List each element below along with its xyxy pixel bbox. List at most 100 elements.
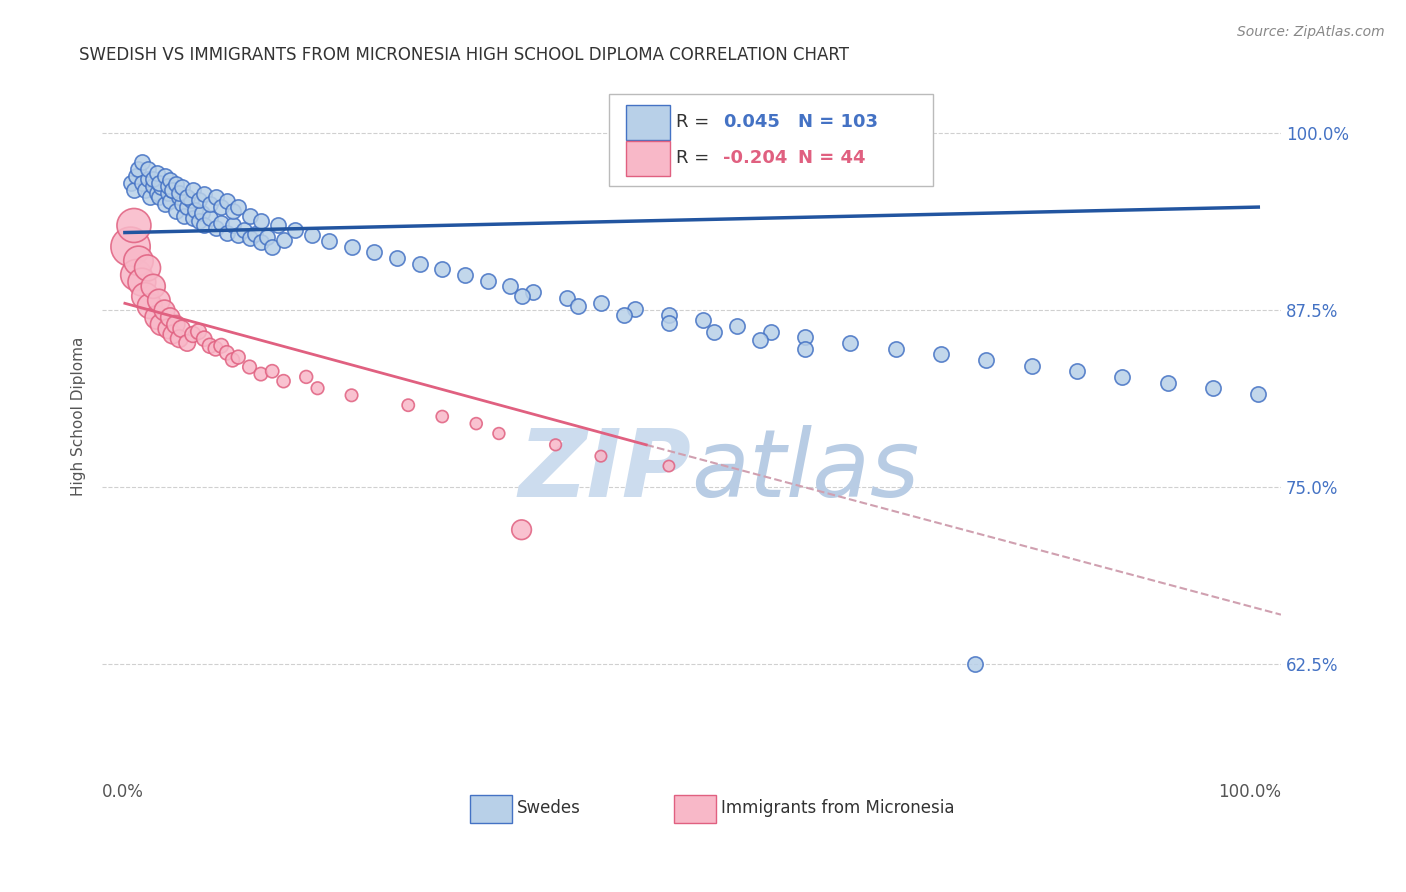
Point	[408, 257, 430, 271]
Text: R =: R =	[676, 149, 710, 168]
Point	[256, 229, 278, 244]
Point	[658, 316, 681, 330]
Point	[148, 293, 170, 308]
Text: Source: ZipAtlas.com: Source: ZipAtlas.com	[1237, 25, 1385, 39]
Point	[340, 240, 363, 254]
Point	[165, 178, 187, 192]
Point	[170, 180, 193, 194]
Point	[170, 322, 193, 336]
Point	[136, 161, 159, 176]
Point	[169, 186, 191, 200]
Point	[1111, 370, 1133, 384]
Point	[432, 262, 454, 277]
Point	[176, 200, 198, 214]
Point	[145, 310, 167, 325]
Point	[215, 346, 238, 360]
Point	[134, 183, 156, 197]
FancyBboxPatch shape	[626, 105, 671, 140]
Point	[318, 234, 340, 248]
Point	[198, 339, 221, 353]
Point	[122, 183, 145, 197]
Point	[477, 274, 499, 288]
Point	[215, 194, 238, 209]
Point	[307, 381, 329, 395]
Point	[193, 219, 215, 233]
FancyBboxPatch shape	[609, 94, 934, 186]
Point	[839, 335, 862, 350]
Point	[165, 204, 187, 219]
Point	[748, 333, 770, 347]
Point	[658, 458, 681, 473]
Point	[187, 214, 209, 228]
Point	[250, 214, 273, 228]
Point	[1066, 364, 1088, 378]
Point	[150, 318, 173, 332]
Point	[125, 268, 148, 282]
Point	[204, 342, 226, 356]
Point	[613, 308, 636, 322]
Point	[204, 190, 226, 204]
Point	[262, 240, 284, 254]
Point	[284, 223, 307, 237]
Point	[245, 227, 267, 241]
Point	[181, 183, 204, 197]
Point	[184, 202, 207, 217]
Point	[131, 176, 153, 190]
Point	[139, 299, 162, 313]
Point	[488, 426, 510, 441]
Point	[193, 332, 215, 346]
Point	[156, 322, 179, 336]
Text: atlas: atlas	[692, 425, 920, 516]
Point	[125, 169, 148, 183]
Point	[340, 388, 363, 402]
Point	[262, 364, 284, 378]
Point	[145, 186, 167, 200]
Text: 100.0%: 100.0%	[1218, 783, 1281, 801]
Point	[221, 204, 243, 219]
Point	[1202, 381, 1225, 395]
Point	[153, 303, 176, 318]
Point	[692, 313, 714, 327]
Point	[544, 438, 567, 452]
Point	[198, 197, 221, 211]
Point	[301, 228, 323, 243]
Point	[295, 370, 318, 384]
Point	[198, 211, 221, 226]
Point	[127, 161, 149, 176]
Point	[215, 226, 238, 240]
Point	[209, 339, 232, 353]
Point	[465, 417, 488, 431]
Point	[624, 301, 647, 316]
Point	[153, 169, 176, 183]
Point	[221, 352, 243, 367]
Point	[193, 187, 215, 202]
Point	[142, 171, 165, 186]
Point	[238, 231, 260, 245]
Point	[267, 219, 290, 233]
Point	[136, 171, 159, 186]
Point	[187, 325, 209, 339]
Point	[1247, 387, 1270, 401]
Point	[173, 209, 195, 223]
Point	[156, 186, 179, 200]
Point	[120, 176, 142, 190]
Point	[238, 209, 260, 223]
Text: Swedes: Swedes	[517, 799, 581, 817]
Point	[159, 173, 181, 187]
Point	[159, 310, 181, 325]
Point	[153, 197, 176, 211]
Point	[884, 342, 907, 356]
Point	[131, 154, 153, 169]
Point	[363, 245, 385, 260]
Text: 0.0%: 0.0%	[103, 783, 143, 801]
FancyBboxPatch shape	[470, 795, 512, 822]
Point	[1156, 376, 1178, 390]
Point	[169, 190, 191, 204]
Text: SWEDISH VS IMMIGRANTS FROM MICRONESIA HIGH SCHOOL DIPLOMA CORRELATION CHART: SWEDISH VS IMMIGRANTS FROM MICRONESIA HI…	[79, 46, 849, 64]
Point	[156, 178, 179, 193]
Point	[181, 211, 204, 226]
Point	[793, 330, 815, 344]
Point	[165, 318, 187, 332]
Point	[169, 332, 191, 346]
Point	[510, 523, 533, 537]
